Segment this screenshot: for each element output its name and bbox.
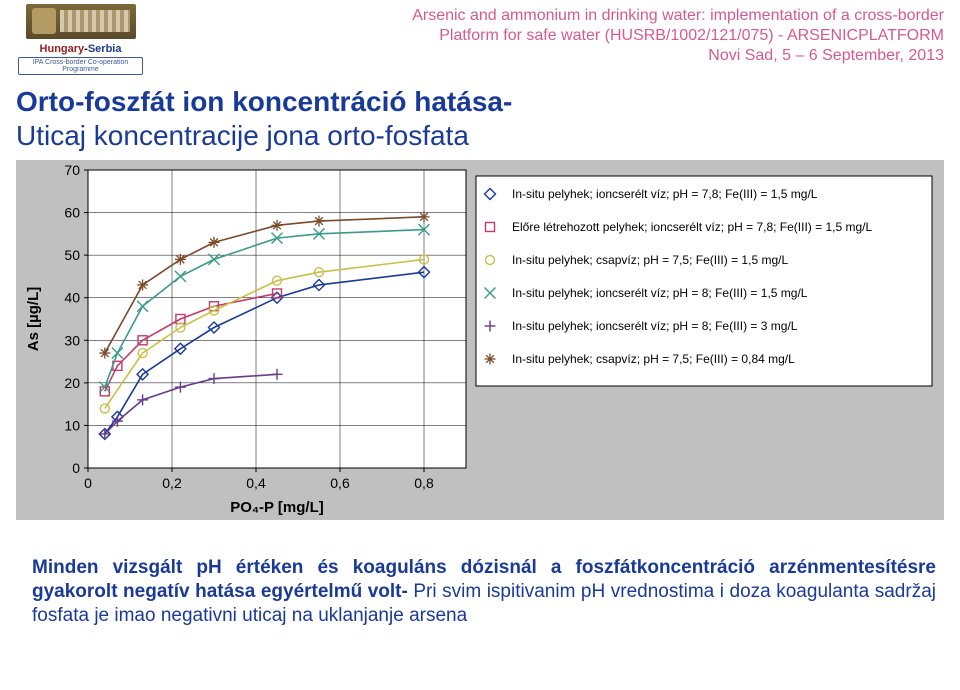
chart-legend: In-situ pelyhek; ioncserélt víz; pH = 7,… (476, 176, 932, 386)
slide-title-line2: Uticaj koncentracije jona orto-fosfata (16, 120, 469, 152)
chart-container: 0 10 20 30 40 50 60 70 0 0,2 0,4 0,6 0,8 PO₄-P [mg/L]… (16, 160, 944, 520)
logo-ipa-text: IPA Cross-border Co-operation Programme (18, 57, 143, 75)
svg-text:40: 40 (64, 290, 80, 306)
chart-svg: 0 10 20 30 40 50 60 70 0 0,2 0,4 0,6 0,8 PO₄-P [mg/L]… (16, 160, 944, 520)
svg-text:0,4: 0,4 (246, 475, 266, 491)
svg-text:In-situ pelyhek; csapvíz; pH =: In-situ pelyhek; csapvíz; pH = 7,5; Fe(I… (512, 253, 788, 267)
svg-text:In-situ pelyhek; ioncserélt ví: In-situ pelyhek; ioncserélt víz; pH = 7,… (512, 187, 818, 201)
svg-text:As [µg/L]: As [µg/L] (25, 287, 42, 351)
bottom-paragraph: Minden vizsgált pH értéken és koaguláns … (32, 556, 936, 627)
header-line-3: Novi Sad, 5 – 6 September, 2013 (412, 46, 944, 66)
svg-text:0: 0 (84, 475, 92, 491)
header-text: Arsenic and ammonium in drinking water: … (412, 6, 944, 66)
svg-text:30: 30 (64, 332, 80, 348)
svg-text:0: 0 (72, 460, 80, 476)
slide-title-line1: Orto-foszfát ion koncentráció hatása- (16, 86, 512, 118)
svg-text:60: 60 (64, 205, 80, 221)
svg-text:20: 20 (64, 375, 80, 391)
svg-text:10: 10 (64, 417, 80, 433)
svg-text:0,8: 0,8 (414, 475, 434, 491)
logo-hungary-serbia: Hungary-Serbia (18, 43, 143, 55)
svg-text:In-situ pelyhek; ioncserélt ví: In-situ pelyhek; ioncserélt víz; pH = 8;… (512, 286, 808, 300)
logo-block: Hungary-Serbia IPA Cross-border Co-opera… (18, 4, 143, 75)
svg-text:PO₄-P [mg/L]: PO₄-P [mg/L] (230, 499, 324, 516)
header-line-2: Platform for safe water (HUSRB/1002/121/… (412, 26, 944, 46)
svg-text:0,2: 0,2 (162, 475, 182, 491)
svg-text:In-situ pelyhek; csapvíz; pH =: In-situ pelyhek; csapvíz; pH = 7,5; Fe(I… (512, 352, 795, 366)
logo-crest-image (26, 4, 136, 39)
svg-text:70: 70 (64, 162, 80, 178)
svg-text:0,6: 0,6 (330, 475, 350, 491)
logo-text-hungary: Hungary (40, 43, 85, 55)
logo-text-serbia: Serbia (88, 43, 122, 55)
svg-text:50: 50 (64, 247, 80, 263)
header-line-1: Arsenic and ammonium in drinking water: … (412, 6, 944, 26)
svg-text:Előre létrehozott pelyhek; ion: Előre létrehozott pelyhek; ioncserélt ví… (512, 220, 872, 234)
svg-text:In-situ pelyhek; ioncserélt ví: In-situ pelyhek; ioncserélt víz; pH = 8;… (512, 319, 798, 333)
